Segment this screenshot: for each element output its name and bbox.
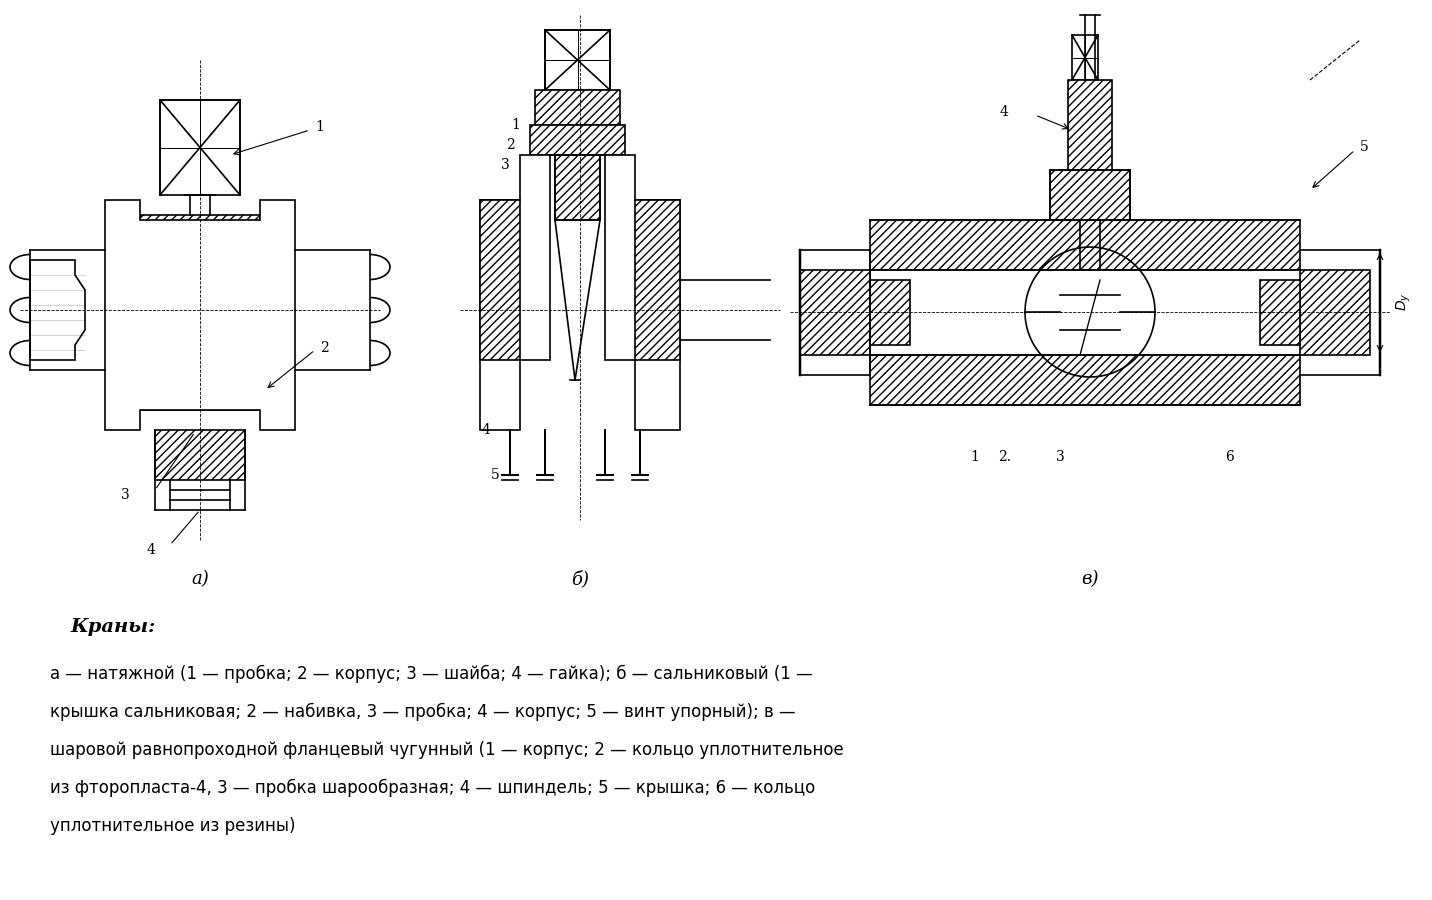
Text: 1: 1 bbox=[315, 120, 324, 134]
Polygon shape bbox=[155, 430, 245, 480]
Text: 4: 4 bbox=[1000, 105, 1008, 119]
Bar bbox=[1073, 35, 1098, 80]
Text: б): б) bbox=[571, 570, 589, 588]
Polygon shape bbox=[30, 260, 84, 360]
Text: 3: 3 bbox=[501, 158, 510, 172]
Text: 5: 5 bbox=[1360, 140, 1369, 154]
Polygon shape bbox=[1260, 280, 1300, 345]
Polygon shape bbox=[556, 155, 600, 220]
Text: 1: 1 bbox=[971, 450, 979, 464]
Text: 3: 3 bbox=[1055, 450, 1064, 464]
Text: 1: 1 bbox=[511, 118, 520, 132]
Text: 2: 2 bbox=[319, 341, 329, 355]
Text: 3: 3 bbox=[122, 488, 130, 502]
Text: шаровой равнопроходной фланцевый чугунный (1 — корпус; 2 — кольцо уплотнительное: шаровой равнопроходной фланцевый чугунны… bbox=[50, 741, 843, 759]
Text: из фторопласта-4, 3 — пробка шарообразная; 4 — шпиндель; 5 — крышка; 6 — кольцо: из фторопласта-4, 3 — пробка шарообразна… bbox=[50, 779, 815, 797]
Polygon shape bbox=[871, 220, 1300, 270]
Polygon shape bbox=[1050, 170, 1130, 220]
Bar bbox=[160, 100, 241, 195]
Polygon shape bbox=[634, 200, 680, 360]
Text: 2: 2 bbox=[507, 138, 516, 152]
Text: $\mathit{D}_y$: $\mathit{D}_y$ bbox=[1395, 292, 1413, 311]
Polygon shape bbox=[140, 215, 261, 265]
Text: 4: 4 bbox=[146, 543, 155, 557]
Text: 2.: 2. bbox=[998, 450, 1011, 464]
Text: 4: 4 bbox=[481, 423, 490, 437]
Polygon shape bbox=[800, 270, 871, 355]
Polygon shape bbox=[871, 355, 1300, 405]
Polygon shape bbox=[480, 200, 520, 360]
Bar bbox=[546, 30, 610, 90]
Text: уплотнительное из резины): уплотнительное из резины) bbox=[50, 817, 295, 835]
Text: 5: 5 bbox=[491, 468, 500, 482]
Text: Краны:: Краны: bbox=[70, 618, 156, 636]
Polygon shape bbox=[536, 90, 620, 125]
Text: в): в) bbox=[1081, 570, 1098, 588]
Polygon shape bbox=[1300, 270, 1370, 355]
Polygon shape bbox=[140, 355, 261, 410]
Bar bbox=[140, 265, 261, 355]
Polygon shape bbox=[105, 200, 295, 430]
Text: крышка сальниковая; 2 — набивка, 3 — пробка; 4 — корпус; 5 — винт упорный); в —: крышка сальниковая; 2 — набивка, 3 — про… bbox=[50, 703, 796, 721]
Polygon shape bbox=[530, 125, 624, 155]
Text: а): а) bbox=[190, 570, 209, 588]
Polygon shape bbox=[871, 280, 909, 345]
Polygon shape bbox=[480, 155, 680, 430]
Text: а — натяжной (1 — пробка; 2 — корпус; 3 — шайба; 4 — гайка); б — сальниковый (1 : а — натяжной (1 — пробка; 2 — корпус; 3 … bbox=[50, 665, 813, 683]
Text: 6: 6 bbox=[1226, 450, 1234, 464]
Polygon shape bbox=[1068, 80, 1113, 170]
